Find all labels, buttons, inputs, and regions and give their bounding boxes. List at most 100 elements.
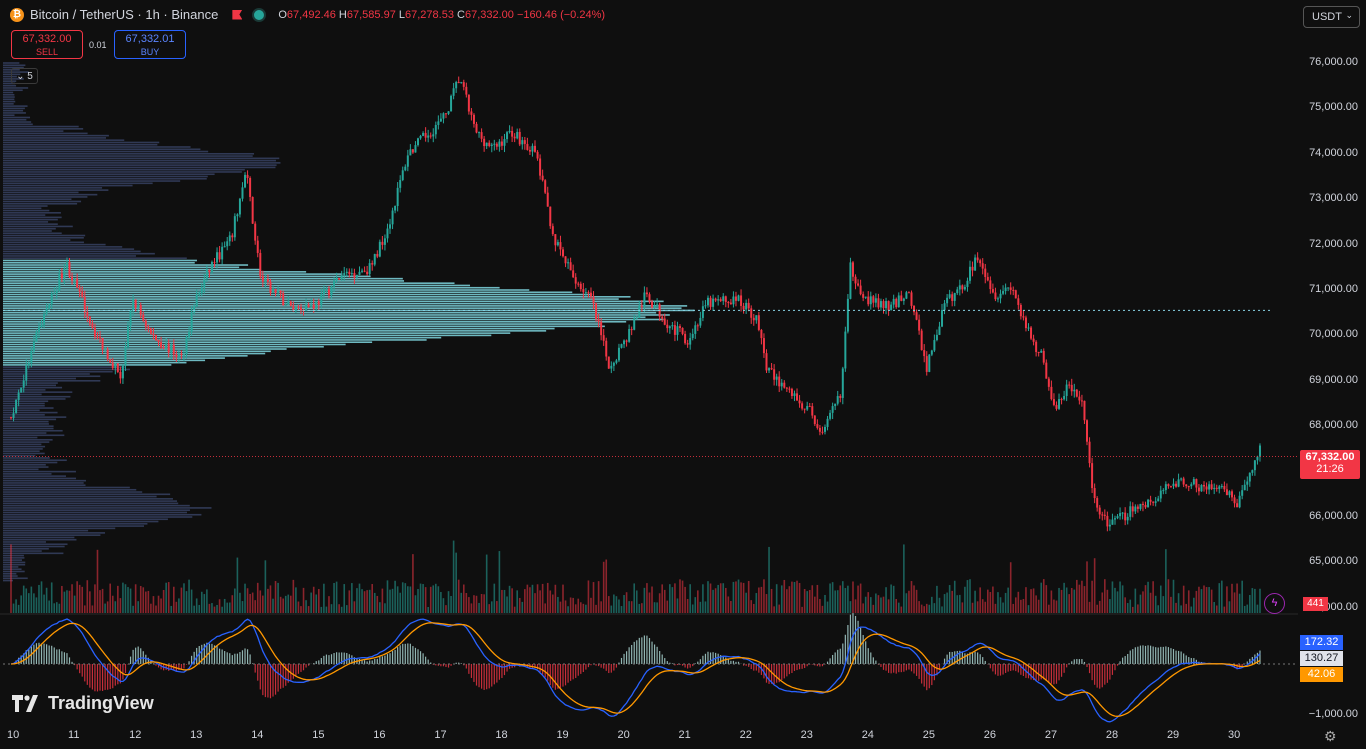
profile-bar xyxy=(3,78,24,80)
histogram-bar xyxy=(956,650,958,664)
volume-bar xyxy=(964,586,966,613)
volume-bar xyxy=(262,595,264,613)
volume-bar xyxy=(559,601,562,613)
candle-body xyxy=(717,299,720,301)
profile-bar xyxy=(3,443,42,446)
symbol-title[interactable]: Bitcoin / TetherUS · 1h · Binance xyxy=(30,7,219,22)
histogram-bar xyxy=(101,664,104,691)
candle-body xyxy=(1037,351,1040,353)
candle-body xyxy=(551,226,554,235)
volume-bar xyxy=(465,593,468,613)
histogram-bar xyxy=(269,664,272,699)
histogram-bar xyxy=(473,664,475,682)
histogram-bar xyxy=(971,652,974,664)
volume-bar xyxy=(900,606,903,613)
volume-bar xyxy=(928,604,931,613)
histogram-bar xyxy=(435,664,437,666)
tradingview-logo[interactable]: TradingView xyxy=(12,693,154,714)
volume-bar xyxy=(15,599,17,613)
volume-bar xyxy=(953,580,956,613)
volume-bar xyxy=(760,586,763,613)
volume-bar xyxy=(330,604,333,613)
candle-body xyxy=(1050,386,1053,400)
candle-body xyxy=(584,292,587,294)
candle-body xyxy=(404,166,407,171)
profile-bar xyxy=(3,239,71,241)
sell-button[interactable]: 67,332.00 SELL xyxy=(11,30,83,59)
histogram-bar xyxy=(1190,658,1192,664)
volume-bar xyxy=(340,606,343,613)
candle-body xyxy=(544,180,547,193)
histogram-bar xyxy=(781,664,783,681)
candle-body xyxy=(689,338,692,345)
candle-body xyxy=(1231,491,1233,498)
volume-bar xyxy=(218,599,221,613)
volume-bar xyxy=(987,589,989,613)
histogram-value-tag: 130.27 xyxy=(1300,651,1343,666)
candle-body xyxy=(180,353,183,355)
histogram-bar xyxy=(117,664,119,685)
histogram-bar xyxy=(849,614,852,664)
candle-body xyxy=(666,324,669,329)
candle-body xyxy=(429,135,432,137)
histogram-bar xyxy=(837,649,839,664)
candle-body xyxy=(137,304,140,308)
candle-body xyxy=(190,312,193,332)
candle-body xyxy=(1241,490,1244,496)
histogram-bar xyxy=(1017,664,1019,673)
volume-bar xyxy=(803,588,806,613)
candle-body xyxy=(915,312,918,320)
volume-bar xyxy=(1025,587,1027,613)
volume-bar xyxy=(890,584,892,613)
volume-bar xyxy=(819,599,821,613)
indicators-toggle-button[interactable]: ⌄ 5 xyxy=(11,68,38,84)
candle-body xyxy=(780,382,783,387)
histogram-bar xyxy=(168,664,170,671)
histogram-bar xyxy=(20,655,22,664)
gear-icon[interactable]: ⚙ xyxy=(1324,728,1337,744)
candle-body xyxy=(376,254,379,257)
volume-bar xyxy=(1048,604,1050,613)
profile-bar xyxy=(3,259,197,262)
time-tick-label: 30 xyxy=(1228,729,1241,741)
volume-bar xyxy=(750,600,753,613)
volume-bar xyxy=(175,601,178,613)
histogram-bar xyxy=(56,649,58,664)
candle-body xyxy=(760,329,763,339)
candle-body xyxy=(1205,486,1208,490)
currency-select[interactable]: USDT ⌄ xyxy=(1303,6,1360,28)
signal-value-tag: 42.06 xyxy=(1300,667,1343,682)
volume-bar xyxy=(254,600,256,613)
volume-bar xyxy=(226,602,229,613)
candle-body xyxy=(1236,503,1239,508)
histogram-bar xyxy=(552,664,554,688)
market-status-icon[interactable] xyxy=(252,7,267,22)
candle-body xyxy=(831,406,834,413)
buy-button[interactable]: 67,332.01 BUY xyxy=(114,30,186,59)
histogram-bar xyxy=(124,664,127,673)
histogram-bar xyxy=(234,653,236,664)
lightning-icon[interactable]: ϟ xyxy=(1264,593,1285,614)
volume-bar xyxy=(475,595,478,613)
histogram-bar xyxy=(244,648,246,664)
flag-icon[interactable] xyxy=(232,9,243,20)
candle-body xyxy=(437,121,440,125)
volume-bar xyxy=(508,585,511,613)
candle-body xyxy=(1116,516,1119,519)
candle-body xyxy=(963,286,966,290)
volume-bar xyxy=(272,598,274,613)
histogram-bar xyxy=(903,664,905,672)
volume-bar xyxy=(127,587,129,613)
candle-body xyxy=(1192,479,1195,485)
histogram-bar xyxy=(470,664,473,678)
profile-bar xyxy=(3,80,17,82)
profile-bar xyxy=(3,318,664,321)
histogram-bar xyxy=(216,645,218,664)
histogram-bar xyxy=(776,664,778,683)
histogram-bar xyxy=(910,664,913,672)
histogram-bar xyxy=(727,659,729,664)
volume-bar xyxy=(256,582,259,613)
volume-bar xyxy=(445,605,447,613)
histogram-bar xyxy=(1104,664,1106,685)
